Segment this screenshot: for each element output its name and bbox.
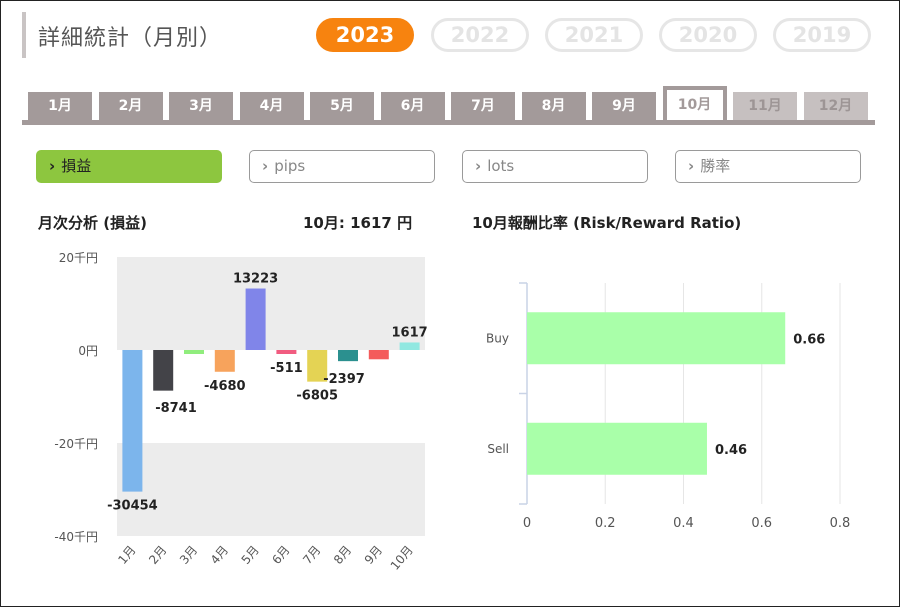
data-label: -30454 (107, 499, 158, 514)
x-tick-label: 0.4 (673, 516, 694, 531)
x-tick: 9月 (362, 543, 385, 567)
metric-label: 勝率 (700, 157, 730, 175)
metric-button-winrate[interactable]: › 勝率 (675, 150, 861, 183)
x-tick: 10月 (388, 543, 416, 573)
metric-button-lots[interactable]: › lots (462, 150, 648, 183)
tab-month-4[interactable]: 4月 (240, 92, 304, 120)
x-tick-label: 0.6 (751, 516, 772, 531)
x-tick-label: 0 (523, 516, 531, 531)
x-tick-label: 1月 (115, 543, 138, 567)
bar (122, 350, 142, 492)
monthly-pl-chart: 20千円 0円 -20千円 -40千円 -30454 1月 -8741 2月 3月 -4680 4月… (0, 240, 450, 600)
x-tick-label: 3月 (177, 543, 200, 567)
tab-month-9[interactable]: 9月 (592, 92, 656, 120)
chevron-right-icon: › (475, 157, 481, 175)
year-button-2022[interactable]: 2022 (431, 18, 529, 52)
metric-label: pips (274, 157, 305, 175)
metric-button-profit[interactable]: › 損益 (36, 150, 222, 183)
chevron-right-icon: › (49, 157, 55, 175)
bar (400, 342, 420, 350)
tab-month-1[interactable]: 1月 (28, 92, 92, 120)
category-label: Sell (487, 442, 509, 456)
metric-label: lots (487, 157, 514, 175)
bar (246, 289, 266, 350)
bar (369, 350, 389, 359)
x-tick-label: 10月 (388, 543, 416, 573)
bar (153, 350, 173, 391)
bar (215, 350, 235, 372)
data-label: 0.66 (793, 332, 825, 347)
year-button-2021[interactable]: 2021 (545, 18, 643, 52)
bar (527, 312, 785, 364)
rr-heading: 10月報酬比率 (Risk/Reward Ratio) (472, 212, 741, 233)
tab-month-6[interactable]: 6月 (381, 92, 445, 120)
x-tick: 6月 (269, 543, 292, 567)
x-tick: 1月 (115, 543, 138, 567)
x-tick-label: 5月 (239, 543, 262, 567)
x-tick: 8月 (331, 543, 354, 567)
x-tick-label: 9月 (362, 543, 385, 567)
page-title: 詳細統計（月別） (38, 20, 222, 52)
bar (184, 350, 204, 354)
year-button-2023[interactable]: 2023 (316, 18, 414, 52)
tab-month-12: 12月 (804, 92, 868, 120)
tab-month-10[interactable]: 10月 (663, 86, 727, 122)
tab-month-2[interactable]: 2月 (99, 92, 163, 120)
x-tick-label: 0.2 (595, 516, 616, 531)
x-tick-label: 2月 (146, 543, 169, 567)
tab-month-5[interactable]: 5月 (310, 92, 374, 120)
chevron-right-icon: › (262, 157, 268, 175)
x-tick: 4月 (208, 543, 231, 567)
x-tick-label: 8月 (331, 543, 354, 567)
x-tick-label: 4月 (208, 543, 231, 567)
data-label: -511 (270, 361, 303, 376)
year-button-2020[interactable]: 2020 (659, 18, 757, 52)
y-tick-label: 0円 (78, 344, 98, 358)
y-tick-label: 20千円 (59, 251, 98, 265)
tab-underline (22, 120, 875, 125)
data-label: -8741 (155, 401, 197, 416)
data-label: -4680 (204, 379, 246, 394)
x-tick: 7月 (300, 543, 323, 567)
x-tick-label: 0.8 (830, 516, 851, 531)
data-label: 1617 (392, 325, 428, 340)
monthly-summary: 10月: 1617 円 (303, 212, 412, 233)
year-button-2019[interactable]: 2019 (773, 18, 871, 52)
data-label: -6805 (296, 389, 338, 404)
y-tick-label: -40千円 (54, 530, 98, 544)
x-tick: 3月 (177, 543, 200, 567)
x-tick: 2月 (146, 543, 169, 567)
bar (338, 350, 358, 361)
x-tick-label: 6月 (269, 543, 292, 567)
category-label: Buy (486, 331, 509, 345)
metric-button-pips[interactable]: › pips (249, 150, 435, 183)
data-label: 0.46 (715, 443, 747, 458)
data-label: -2397 (323, 372, 365, 387)
y-tick-label: -20千円 (54, 437, 98, 451)
x-tick-label: 7月 (300, 543, 323, 567)
tab-month-11: 11月 (733, 92, 797, 120)
chevron-right-icon: › (688, 157, 694, 175)
bar (276, 350, 296, 354)
monthly-analysis-heading: 月次分析 (損益) (38, 212, 147, 233)
tab-month-3[interactable]: 3月 (169, 92, 233, 120)
plot-band (117, 443, 425, 536)
bar (527, 423, 707, 475)
tab-month-7[interactable]: 7月 (451, 92, 515, 120)
title-accent-bar (22, 12, 26, 58)
x-tick: 5月 (239, 543, 262, 567)
risk-reward-chart: 0 0.2 0.4 0.6 0.8 Buy 0.66 Sell 0.46 (450, 240, 890, 600)
metric-label: 損益 (61, 157, 91, 175)
tab-month-8[interactable]: 8月 (522, 92, 586, 120)
data-label: 13223 (233, 272, 278, 287)
